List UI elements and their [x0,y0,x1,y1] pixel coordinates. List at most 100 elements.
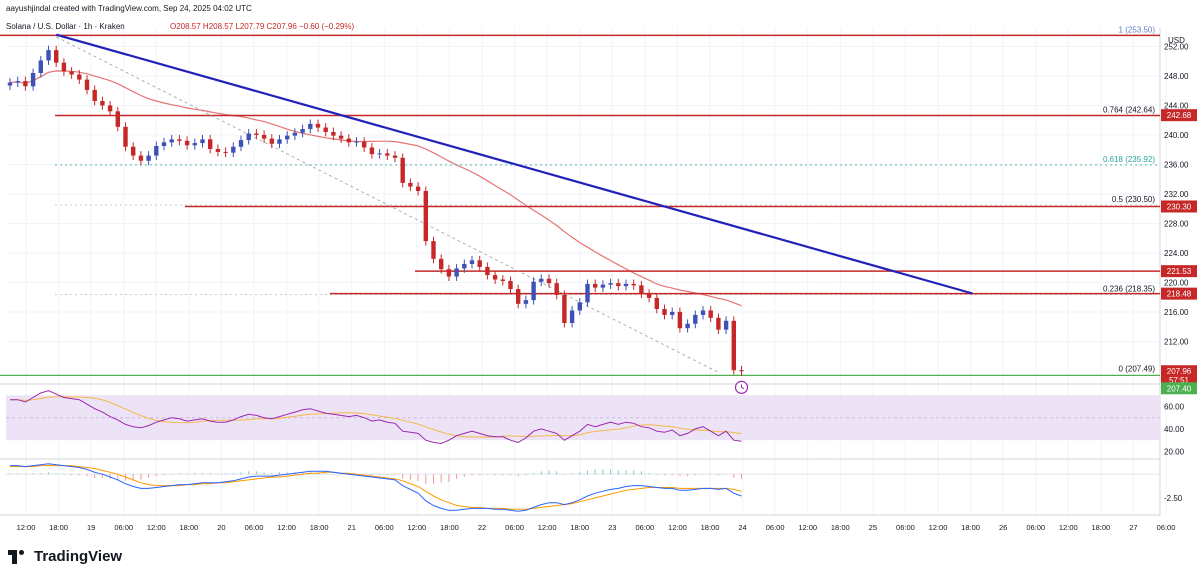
price-axis-tick: 252.00 [1164,42,1189,51]
candle-body [146,155,151,161]
time-axis-tick: 06:00 [375,523,394,532]
macd-histogram-bar [240,472,242,475]
candle-body [539,278,544,282]
macd-histogram-bar [40,473,42,475]
candle-body [646,293,652,298]
candle-body [685,323,690,329]
macd-histogram-bar [263,472,265,475]
tradingview-logo[interactable]: TradingView [8,548,122,565]
macd-histogram-bar [486,474,488,475]
rsi-axis-tick: 60.00 [1164,402,1185,411]
candle-body [546,278,552,284]
macd-histogram-bar [24,474,26,475]
time-axis-tick: 18:00 [49,523,68,532]
candle-body [215,148,221,152]
candle-body [677,311,683,329]
macd-histogram-bar [540,471,542,475]
macd-histogram-bar [232,473,234,475]
macd-histogram-bar [656,474,658,475]
time-axis-tick: 25 [869,523,877,532]
rsi-ma-line [10,396,742,438]
macd-histogram-bar [517,474,519,477]
candle-body [385,153,390,156]
price-axis-tick: 240.00 [1164,131,1189,140]
brand-name: TradingView [34,548,123,565]
macd-histogram-bar [510,474,511,476]
macd-histogram-bar [717,474,719,476]
candle-body [54,50,59,63]
price-axis-tick: 232.00 [1164,190,1189,199]
macd-line [10,463,742,512]
price-badge-label: 57:51 [1169,376,1190,385]
macd-histogram-bar [725,474,727,475]
macd-signal-line [10,465,742,510]
candle-body [277,139,282,144]
fib-level-label: 0.236 (218.35) [1103,285,1155,294]
macd-histogram-bar [32,473,34,475]
candle-body [562,294,567,323]
time-axis-tick: 12:00 [147,523,166,532]
price-badge [1161,265,1197,278]
macd-histogram-bar [101,474,103,478]
macd-histogram-bar [433,474,434,484]
time-axis-tick: 12:00 [929,523,948,532]
macd-histogram-bar [579,472,581,475]
candle-body [654,297,659,309]
candle-body [523,300,529,304]
candle-body [716,317,721,330]
candle-body [446,269,452,277]
candle-body [462,264,467,269]
macd-histogram-bar [148,474,150,478]
time-axis-tick: 26 [999,523,1007,532]
fib-level-label: 0.618 (235.92) [1103,155,1155,164]
macd-histogram-bar [502,474,504,476]
macd-histogram-bar [117,474,119,480]
time-axis-tick: 12:00 [1059,523,1078,532]
macd-histogram-bar [440,474,442,483]
candle-body [92,89,97,102]
macd-histogram-bar [425,474,427,484]
candle-body [161,142,167,146]
time-axis-tick: 12:00 [798,523,817,532]
macd-histogram-bar [9,473,11,475]
macd-histogram-bar [286,472,288,475]
price-badge-label: 207.40 [1167,384,1192,393]
candle-body [608,283,613,285]
macd-histogram-bar [648,473,650,475]
candle-body [577,302,582,311]
macd-histogram-bar [417,474,419,481]
price-badge-label: 230.30 [1167,202,1192,211]
candle-body [84,79,90,90]
candle-body [300,129,305,133]
candle-body [38,60,43,73]
candle-body [331,131,336,136]
macd-histogram-bar [217,474,219,475]
time-axis-tick: 22 [478,523,486,532]
author-line: aayushjindal created with TradingView.co… [6,4,252,13]
candle-body [107,105,113,112]
time-axis-tick: 18:00 [440,523,459,532]
time-axis-tick: 19 [87,523,95,532]
time-axis-tick: 18:00 [831,523,850,532]
candle-body [115,111,120,127]
candle-body [69,71,74,75]
symbol-title[interactable]: Solana / U.S. Dollar · 1h · Kraken [6,22,125,31]
price-axis-tick: 248.00 [1164,72,1189,81]
moving-average-line [9,70,742,307]
macd-histogram-bar [155,474,157,477]
macd-histogram-bar [71,474,73,476]
candle-body [46,50,51,61]
price-axis-tick: 216.00 [1164,308,1189,317]
macd-histogram-bar [664,474,665,476]
candle-body [477,260,482,267]
candle-body [308,123,313,130]
candle-body [485,266,490,276]
macd-histogram-bar [548,470,550,475]
price-axis-tick: 228.00 [1164,219,1189,228]
candle-body [354,141,359,143]
macd-histogram-bar [394,474,396,476]
macd-histogram-bar [594,469,596,475]
time-axis-tick: 06:00 [635,523,654,532]
macd-histogram-bar [556,471,558,475]
